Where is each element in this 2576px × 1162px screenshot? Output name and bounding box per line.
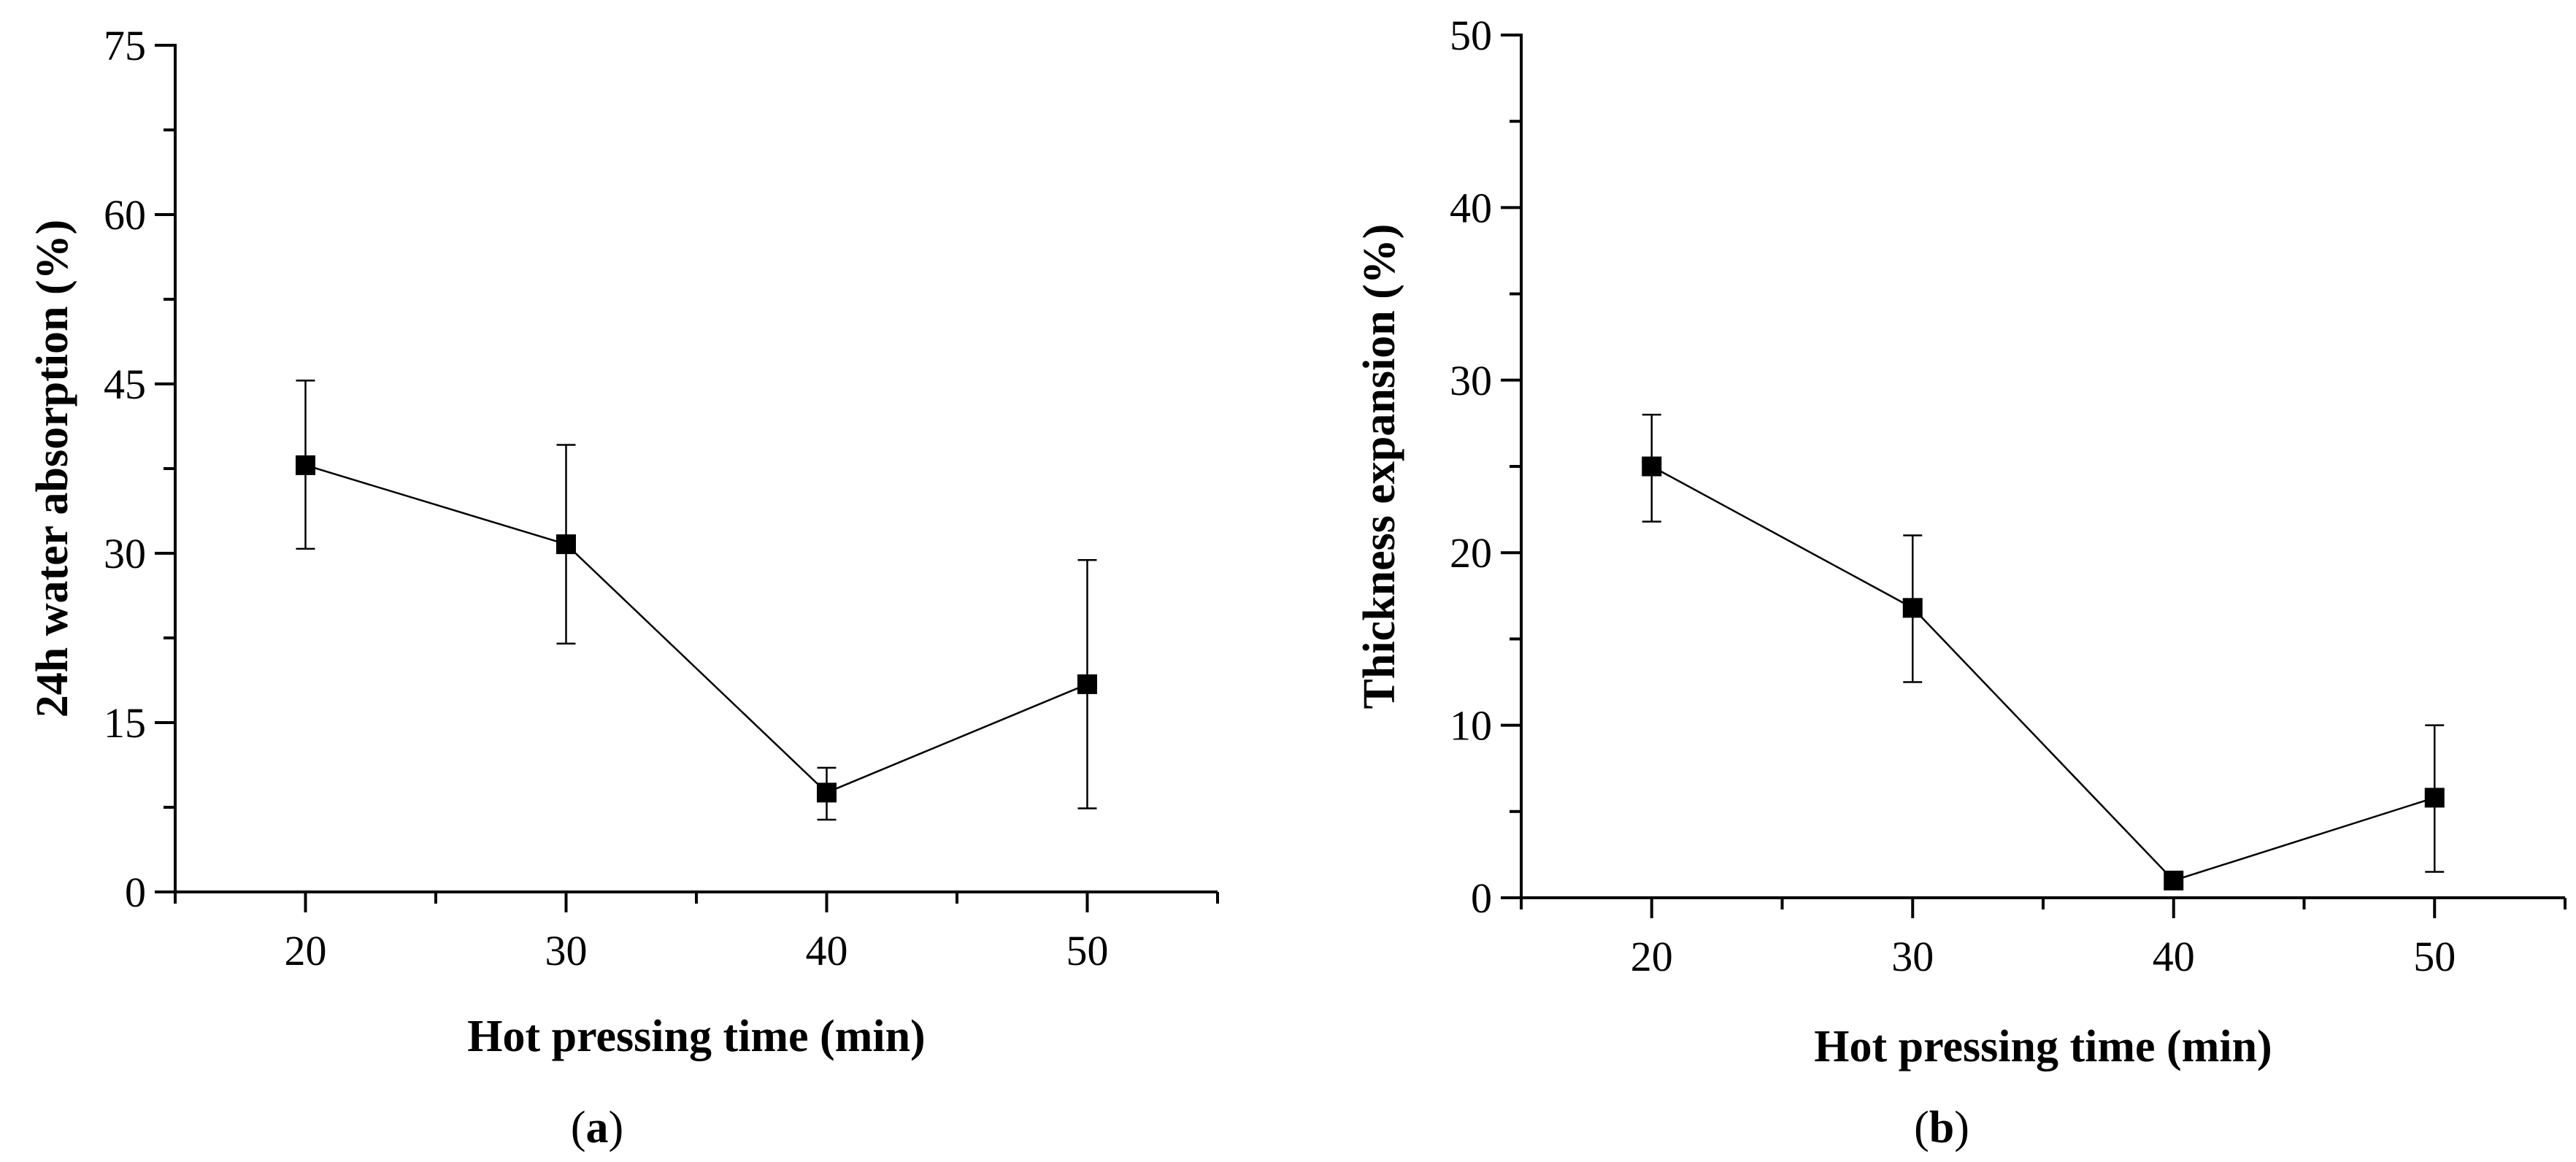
panel-label: (a) — [571, 1103, 623, 1153]
panel-letter: a — [586, 1103, 609, 1153]
data-point — [1902, 598, 1923, 618]
data-point — [1642, 456, 1662, 477]
panel-label: (b) — [1914, 1103, 1969, 1153]
y-tick-label: 50 — [1450, 12, 1492, 59]
data-point — [2164, 870, 2184, 890]
y-tick-label: 10 — [1450, 702, 1492, 750]
y-tick-label: 75 — [104, 22, 146, 69]
series-line — [1651, 465, 2435, 882]
y-axis-title: Thickness expansion (%) — [1355, 224, 1404, 709]
x-tick-label: 20 — [1631, 933, 1673, 980]
data-point — [2424, 788, 2445, 808]
data-point — [1077, 674, 1097, 694]
x-tick-label: 30 — [545, 927, 588, 974]
chart-panel-a: 0 15 30 45 60 75 20 30 40 50 Hot pressing time (mi… — [28, 22, 1219, 1153]
chart-panel-b: 0 10 20 30 40 50 20 30 40 50 Hot pressing time (mi… — [1355, 12, 2567, 1153]
x-tick-label: 40 — [2153, 933, 2195, 980]
data-point — [817, 782, 837, 803]
data-point — [556, 534, 576, 555]
y-tick-label: 0 — [1471, 874, 1492, 922]
x-tick-label: 20 — [285, 927, 327, 974]
x-tick-label: 30 — [1891, 933, 1934, 980]
y-tick-label: 20 — [1450, 529, 1492, 577]
y-tick-label: 15 — [104, 699, 146, 747]
series-line — [305, 464, 1088, 794]
x-axis-title: Hot pressing time (min) — [1814, 1022, 2272, 1071]
panel-letter: b — [1929, 1103, 1954, 1153]
y-axis-title: 24h water absorption (%) — [28, 220, 77, 718]
x-tick-label: 50 — [2413, 933, 2456, 980]
x-tick-label: 40 — [806, 927, 848, 974]
y-tick-label: 30 — [104, 530, 146, 577]
y-tick-label: 0 — [125, 869, 146, 916]
x-axis-title: Hot pressing time (min) — [467, 1012, 925, 1061]
y-tick-label: 40 — [1450, 184, 1492, 231]
x-tick-label: 50 — [1066, 927, 1109, 974]
y-tick-label: 45 — [104, 361, 146, 408]
y-tick-label: 30 — [1450, 357, 1492, 404]
data-point — [296, 455, 315, 475]
y-tick-label: 60 — [104, 191, 146, 239]
